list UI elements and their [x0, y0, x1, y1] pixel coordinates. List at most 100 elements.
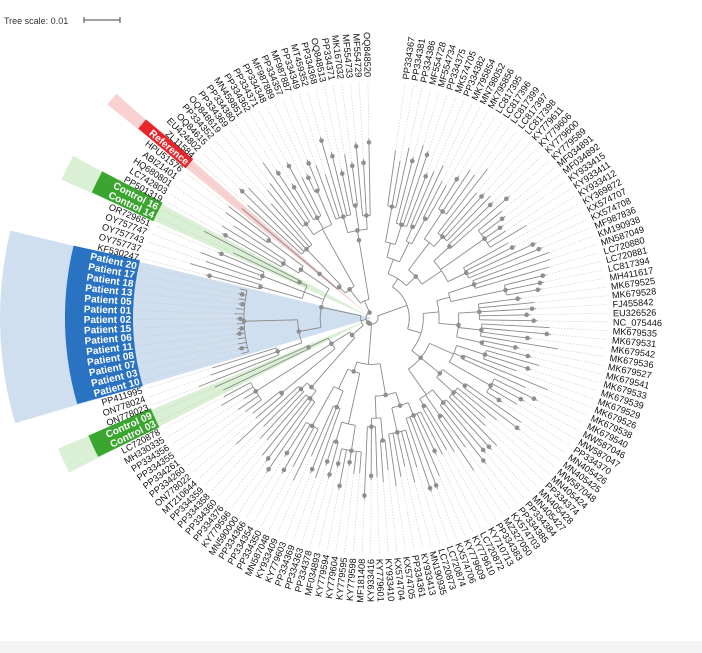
leaf-guide: [158, 217, 234, 254]
leaf-guide: [193, 417, 257, 473]
branch-line: [316, 190, 333, 225]
leaf-guide: [549, 327, 608, 332]
leaf-guide: [446, 111, 488, 186]
leaf-guide: [469, 121, 503, 171]
branch-line: [217, 251, 265, 273]
branch-line: [252, 390, 281, 414]
tree-node: [486, 444, 492, 450]
leaf-guide: [146, 367, 213, 389]
branch-line: [384, 440, 389, 470]
branch-line: [212, 347, 277, 369]
branch-line: [368, 138, 371, 216]
leaf-guide: [543, 269, 604, 283]
tree-node: [440, 209, 445, 214]
leaf-guide: [485, 425, 544, 481]
leaf-label-highlight-patient: [71, 365, 141, 393]
leaf-guide: [550, 334, 608, 340]
branch-line: [221, 386, 254, 406]
leaf-guide: [243, 119, 277, 171]
branch-line: [411, 218, 426, 245]
leaf-guide: [442, 454, 481, 528]
branch-line: [259, 391, 304, 439]
branch-line: [293, 428, 319, 481]
leaf-guide: [496, 445, 538, 487]
branch-arc: [333, 386, 344, 392]
leaf-guide: [187, 413, 253, 466]
tree-node: [503, 287, 508, 293]
tree-node: [317, 271, 322, 277]
tree-node: [327, 472, 332, 477]
tree-node: [471, 282, 477, 287]
branch-line: [409, 416, 438, 490]
leaf-guide: [492, 154, 543, 203]
leaf-guide: [519, 347, 604, 366]
tree-scale: Tree scale: 0.01: [4, 16, 121, 26]
tree-node: [433, 483, 439, 488]
branch-line: [405, 226, 413, 242]
leaf-guide: [307, 90, 321, 137]
leaf-guide: [284, 472, 312, 538]
leaf-label-highlight-control: [92, 416, 160, 457]
tree-node: [347, 460, 352, 465]
leaf-label: MF554733: [341, 34, 355, 79]
tree-node: [368, 473, 374, 479]
tree-node: [349, 332, 355, 338]
tree-node: [364, 213, 369, 218]
tree-node: [324, 459, 330, 464]
branch-line: [374, 396, 377, 419]
leaf-label: KY779598: [345, 558, 358, 602]
branch-line: [465, 245, 516, 272]
branch-line: [336, 390, 344, 408]
tree-node: [389, 204, 395, 209]
tree-node: [306, 161, 311, 166]
tree-node: [361, 160, 366, 166]
tree-node: [456, 322, 461, 328]
branch-line: [443, 193, 485, 239]
branch-line: [324, 174, 340, 219]
leaf-guide: [395, 485, 406, 552]
branch-line: [425, 404, 455, 452]
branch-line: [478, 210, 503, 231]
tree-node: [440, 400, 446, 405]
branch-line: [190, 263, 262, 286]
branch-line: [413, 165, 444, 228]
branch-line: [407, 402, 414, 416]
tree-node: [309, 423, 315, 429]
branch-line: [480, 335, 558, 350]
branch-line: [235, 386, 299, 445]
branch-line: [438, 323, 459, 326]
leaf-guide: [519, 429, 561, 461]
leaf-guide: [211, 438, 261, 492]
tree-node: [297, 279, 302, 285]
branch-line: [355, 142, 364, 216]
leaf-guide: [531, 356, 602, 375]
leaf-guide: [442, 104, 473, 166]
branch-line: [315, 408, 341, 478]
branch-arc: [448, 292, 452, 302]
branch-line: [479, 314, 531, 317]
leaf-guide: [503, 181, 566, 226]
branch-line: [265, 399, 313, 462]
branch-line: [266, 401, 316, 473]
branch-line: [286, 162, 318, 218]
branch-line: [481, 323, 550, 329]
tree-node: [366, 140, 372, 145]
branch-line: [487, 230, 506, 244]
branch-line: [448, 284, 475, 294]
leaf-label-highlight-patient: [70, 245, 140, 272]
leaf-guide: [383, 481, 389, 554]
branch-line: [367, 323, 372, 365]
tree-node: [509, 245, 515, 250]
tree-node: [309, 466, 315, 472]
leaf-guide-lines: [136, 82, 608, 554]
branch-line: [338, 449, 347, 490]
leaf-guide: [485, 463, 518, 505]
tree-node: [239, 292, 245, 297]
leaf-label-highlight-control: [91, 181, 159, 222]
tree-node: [418, 355, 423, 361]
tree-node: [460, 354, 466, 360]
branch-line: [420, 411, 443, 455]
leaf-guide: [282, 99, 308, 160]
tree-node: [260, 273, 265, 279]
tree-node: [306, 175, 311, 181]
